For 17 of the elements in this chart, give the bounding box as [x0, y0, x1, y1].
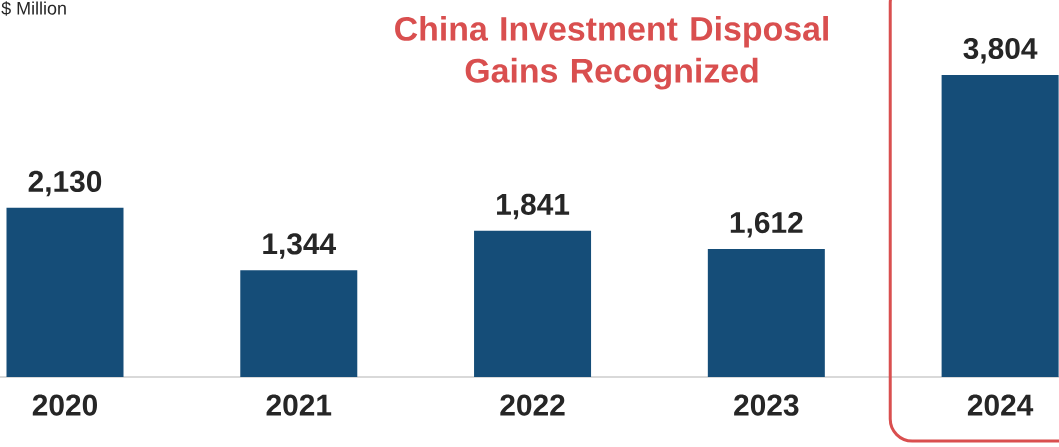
x-tick-label: 2020 [32, 394, 97, 416]
y-axis-title: $ Million [1, 1, 66, 16]
x-tick-label: 2023 [734, 394, 799, 416]
bar [240, 270, 358, 377]
data-label: 1,612 [730, 211, 803, 238]
bar [707, 248, 825, 377]
x-tick-label: 2024 [967, 394, 1034, 416]
data-label: 1,841 [497, 193, 570, 220]
data-label: 1,344 [263, 233, 337, 259]
data-label: 3,804 [963, 37, 1038, 64]
bar [474, 230, 592, 377]
data-label: 2,130 [28, 170, 102, 197]
annotation: China Investment Disposal Gains Recognized [395, 15, 828, 90]
x-tick-label: 2021 [266, 394, 332, 416]
bar [941, 74, 1059, 377]
bar [6, 207, 124, 377]
x-tick-label: 2022 [500, 394, 565, 416]
